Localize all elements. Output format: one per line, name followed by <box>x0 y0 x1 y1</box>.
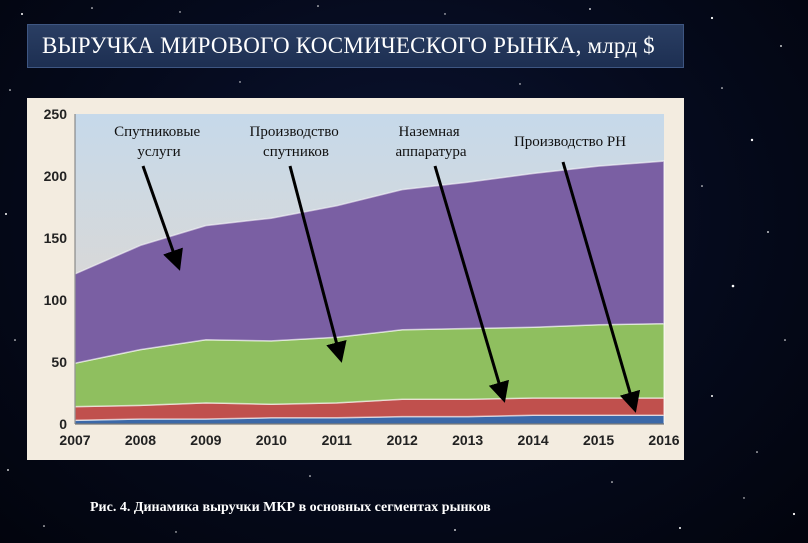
star <box>792 512 796 516</box>
star <box>309 475 311 477</box>
annotation-line: аппаратура <box>396 144 467 160</box>
star <box>175 531 177 533</box>
y-tick-labels: 0 50 100 150 200 250 <box>44 106 68 432</box>
x-tick-label: 2014 <box>518 432 549 448</box>
chart-panel: 0 50 100 150 200 250 2007 2008 2009 2010 2011 2012… <box>27 98 684 460</box>
page-title: ВЫРУЧКА МИРОВОГО КОСМИЧЕСКОГО РЫНКА, млр… <box>27 24 684 68</box>
star <box>454 529 456 531</box>
annotation-arrow <box>288 165 347 363</box>
star <box>701 185 703 187</box>
x-tick-labels: 2007 2008 2009 2010 2011 2012 2013 2014 2015 2016 <box>59 432 679 448</box>
annotation-services: Спутниковые услуги <box>114 124 204 271</box>
annotation-ground: Наземная аппаратура <box>396 124 509 403</box>
annotation-line: Спутниковые <box>114 124 200 140</box>
star <box>43 525 45 527</box>
star <box>767 231 769 233</box>
x-tick-label: 2010 <box>256 432 287 448</box>
x-tick-label: 2012 <box>387 432 418 448</box>
annotation-manufacturing: Производство спутников <box>250 124 347 363</box>
star <box>444 13 446 15</box>
x-tick-label: 2008 <box>125 432 156 448</box>
star <box>679 527 681 529</box>
star <box>589 8 591 10</box>
svg-text:Производство спутников: Производство спутников <box>250 124 343 160</box>
star <box>743 497 745 499</box>
svg-text:Наземная аппаратура: Наземная аппаратура <box>396 124 467 160</box>
star <box>721 87 723 89</box>
svg-text:Производство РН: Производство РН <box>514 134 626 150</box>
y-tick-label: 0 <box>59 416 67 432</box>
star <box>5 213 7 215</box>
annotation-line: Производство <box>250 124 339 140</box>
star <box>756 451 758 453</box>
figure-caption: Рис. 4. Динамика выручки МКР в основных … <box>90 500 491 515</box>
star <box>14 339 16 341</box>
x-tick-label: 2007 <box>59 432 90 448</box>
star <box>731 284 735 288</box>
star <box>611 481 613 483</box>
star <box>780 45 782 47</box>
y-tick-label: 250 <box>44 106 68 122</box>
star <box>519 83 521 85</box>
y-tick-label: 200 <box>44 168 68 184</box>
annotation-line: спутников <box>263 144 329 160</box>
y-tick-label: 50 <box>51 354 67 370</box>
star <box>179 11 181 13</box>
area-series-group <box>74 160 665 425</box>
star <box>750 138 754 142</box>
x-tick-label: 2009 <box>190 432 221 448</box>
star <box>317 5 319 7</box>
star <box>784 339 786 341</box>
area-series-services <box>74 160 665 365</box>
star <box>9 89 11 91</box>
y-tick-label: 150 <box>44 230 68 246</box>
x-tick-label: 2013 <box>452 432 483 448</box>
y-tick-label: 100 <box>44 292 68 308</box>
star <box>7 469 9 471</box>
star <box>239 81 241 83</box>
x-tick-label: 2015 <box>583 432 614 448</box>
svg-text:Спутниковые услуги: Спутниковые услуги <box>114 124 204 160</box>
star <box>710 16 714 20</box>
star <box>711 395 713 397</box>
area-chart: 0 50 100 150 200 250 2007 2008 2009 2010 2011 2012… <box>44 106 680 448</box>
annotation-launch: Производство РН <box>514 134 641 413</box>
x-tick-label: 2011 <box>322 432 353 448</box>
x-tick-label: 2016 <box>648 432 679 448</box>
annotation-line: Наземная <box>399 124 460 140</box>
star <box>21 13 23 15</box>
annotation-arrow <box>561 161 641 413</box>
annotation-arrow <box>141 165 183 271</box>
annotation-line: Производство РН <box>514 134 626 150</box>
annotation-line: услуги <box>137 144 180 160</box>
star <box>91 7 93 9</box>
annotation-arrow <box>433 165 509 403</box>
